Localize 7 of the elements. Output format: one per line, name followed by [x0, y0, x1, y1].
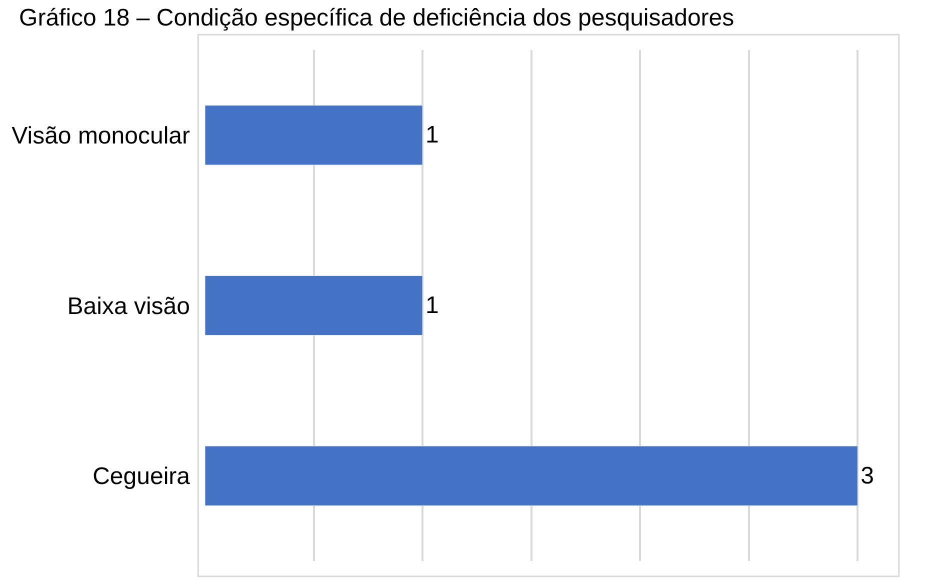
y-tick-label: Baixa visão: [67, 292, 190, 320]
y-tick-label: Visão monocular: [12, 122, 190, 150]
chart-title: Gráfico 18 – Condição específica de deficiência dos pesquisadores: [19, 4, 734, 32]
y-tick-label: Cegueira: [92, 463, 191, 490]
data-label: 1: [426, 122, 439, 149]
data-label: 3: [860, 462, 874, 490]
data-label: 1: [426, 292, 439, 319]
